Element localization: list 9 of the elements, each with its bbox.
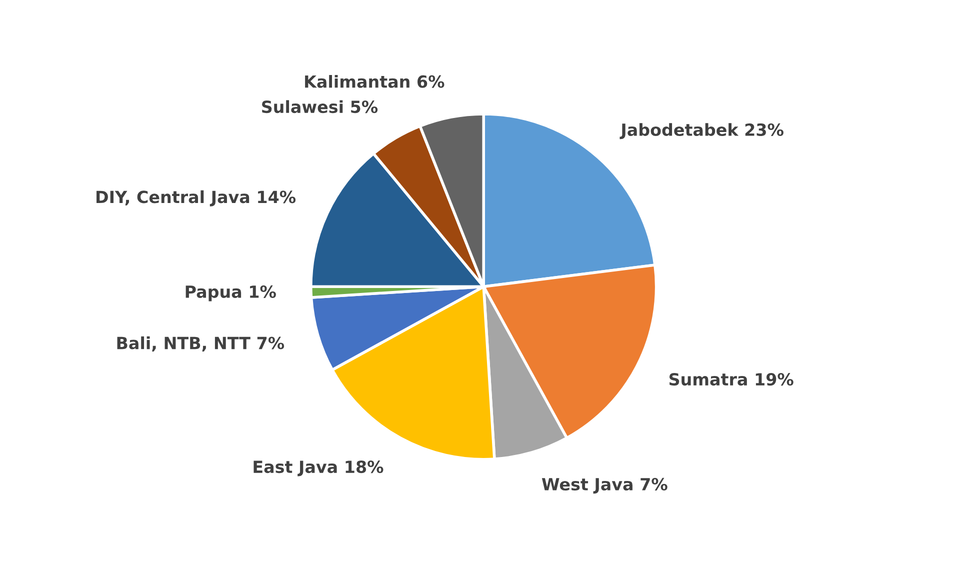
slice-label: Kalimantan 6% bbox=[305, 75, 444, 88]
slice-label: West Java 7% bbox=[542, 478, 668, 494]
slice-label: Sumatra 19% bbox=[669, 372, 794, 386]
slice-label: Bali, NTB, NTT 7% bbox=[117, 336, 284, 352]
slice-label: Sulawesi 5% bbox=[262, 100, 378, 114]
slice-label: Jabodetabek 23% bbox=[620, 123, 784, 140]
slice-label: DIY, Central Java 14% bbox=[96, 190, 296, 206]
slice-label: East Java 18% bbox=[254, 460, 384, 476]
slice-label: Papua 1% bbox=[186, 285, 276, 302]
